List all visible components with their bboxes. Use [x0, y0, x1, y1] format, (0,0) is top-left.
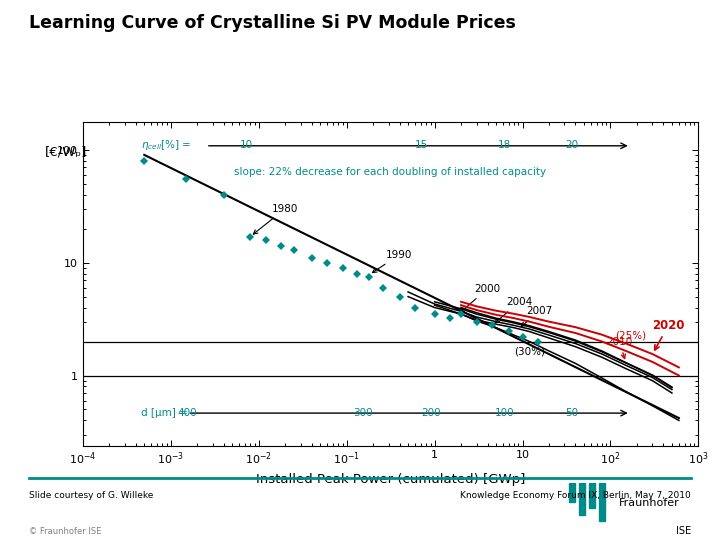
- Text: 20: 20: [566, 140, 579, 150]
- Text: 200: 200: [420, 408, 441, 418]
- Text: 400: 400: [178, 408, 197, 418]
- Text: 2007: 2007: [521, 306, 552, 326]
- Bar: [579, 483, 585, 515]
- Text: 15: 15: [415, 140, 428, 150]
- X-axis label: Installed Peak Power (cumulated) [GWp]: Installed Peak Power (cumulated) [GWp]: [256, 472, 526, 485]
- Text: 2010: 2010: [606, 338, 633, 359]
- Text: 300: 300: [353, 408, 373, 418]
- Text: 1990: 1990: [372, 250, 413, 273]
- Text: 10: 10: [239, 140, 253, 150]
- Text: [€/Wₚ]: [€/Wₚ]: [45, 146, 87, 159]
- Bar: [590, 483, 595, 508]
- Text: © Fraunhofer ISE: © Fraunhofer ISE: [29, 526, 102, 536]
- Text: 2000: 2000: [460, 284, 500, 313]
- Text: Slide courtesy of G. Willeke: Slide courtesy of G. Willeke: [29, 491, 153, 501]
- Text: 2020: 2020: [652, 319, 685, 350]
- Bar: [570, 483, 575, 502]
- Text: 100: 100: [495, 408, 514, 418]
- Bar: [600, 483, 606, 521]
- Text: slope: 22% decrease for each doubling of installed capacity: slope: 22% decrease for each doubling of…: [233, 167, 546, 177]
- Text: Learning Curve of Crystalline Si PV Module Prices: Learning Curve of Crystalline Si PV Modu…: [29, 14, 516, 31]
- Text: 2004: 2004: [495, 297, 532, 323]
- Text: Knowledge Economy Forum IX, Berlin, May 7, 2010: Knowledge Economy Forum IX, Berlin, May …: [461, 491, 691, 501]
- Text: d [μm] =: d [μm] =: [141, 408, 192, 418]
- Text: ISE: ISE: [676, 526, 691, 537]
- Text: 1980: 1980: [253, 204, 298, 234]
- Text: (30%): (30%): [514, 347, 545, 357]
- Text: Fraunhofer: Fraunhofer: [619, 498, 680, 508]
- Text: 18: 18: [498, 140, 511, 150]
- Text: $\eta_{cell}$[%] =: $\eta_{cell}$[%] =: [141, 138, 192, 152]
- Text: (25%): (25%): [615, 330, 647, 341]
- Text: 50: 50: [566, 408, 579, 418]
